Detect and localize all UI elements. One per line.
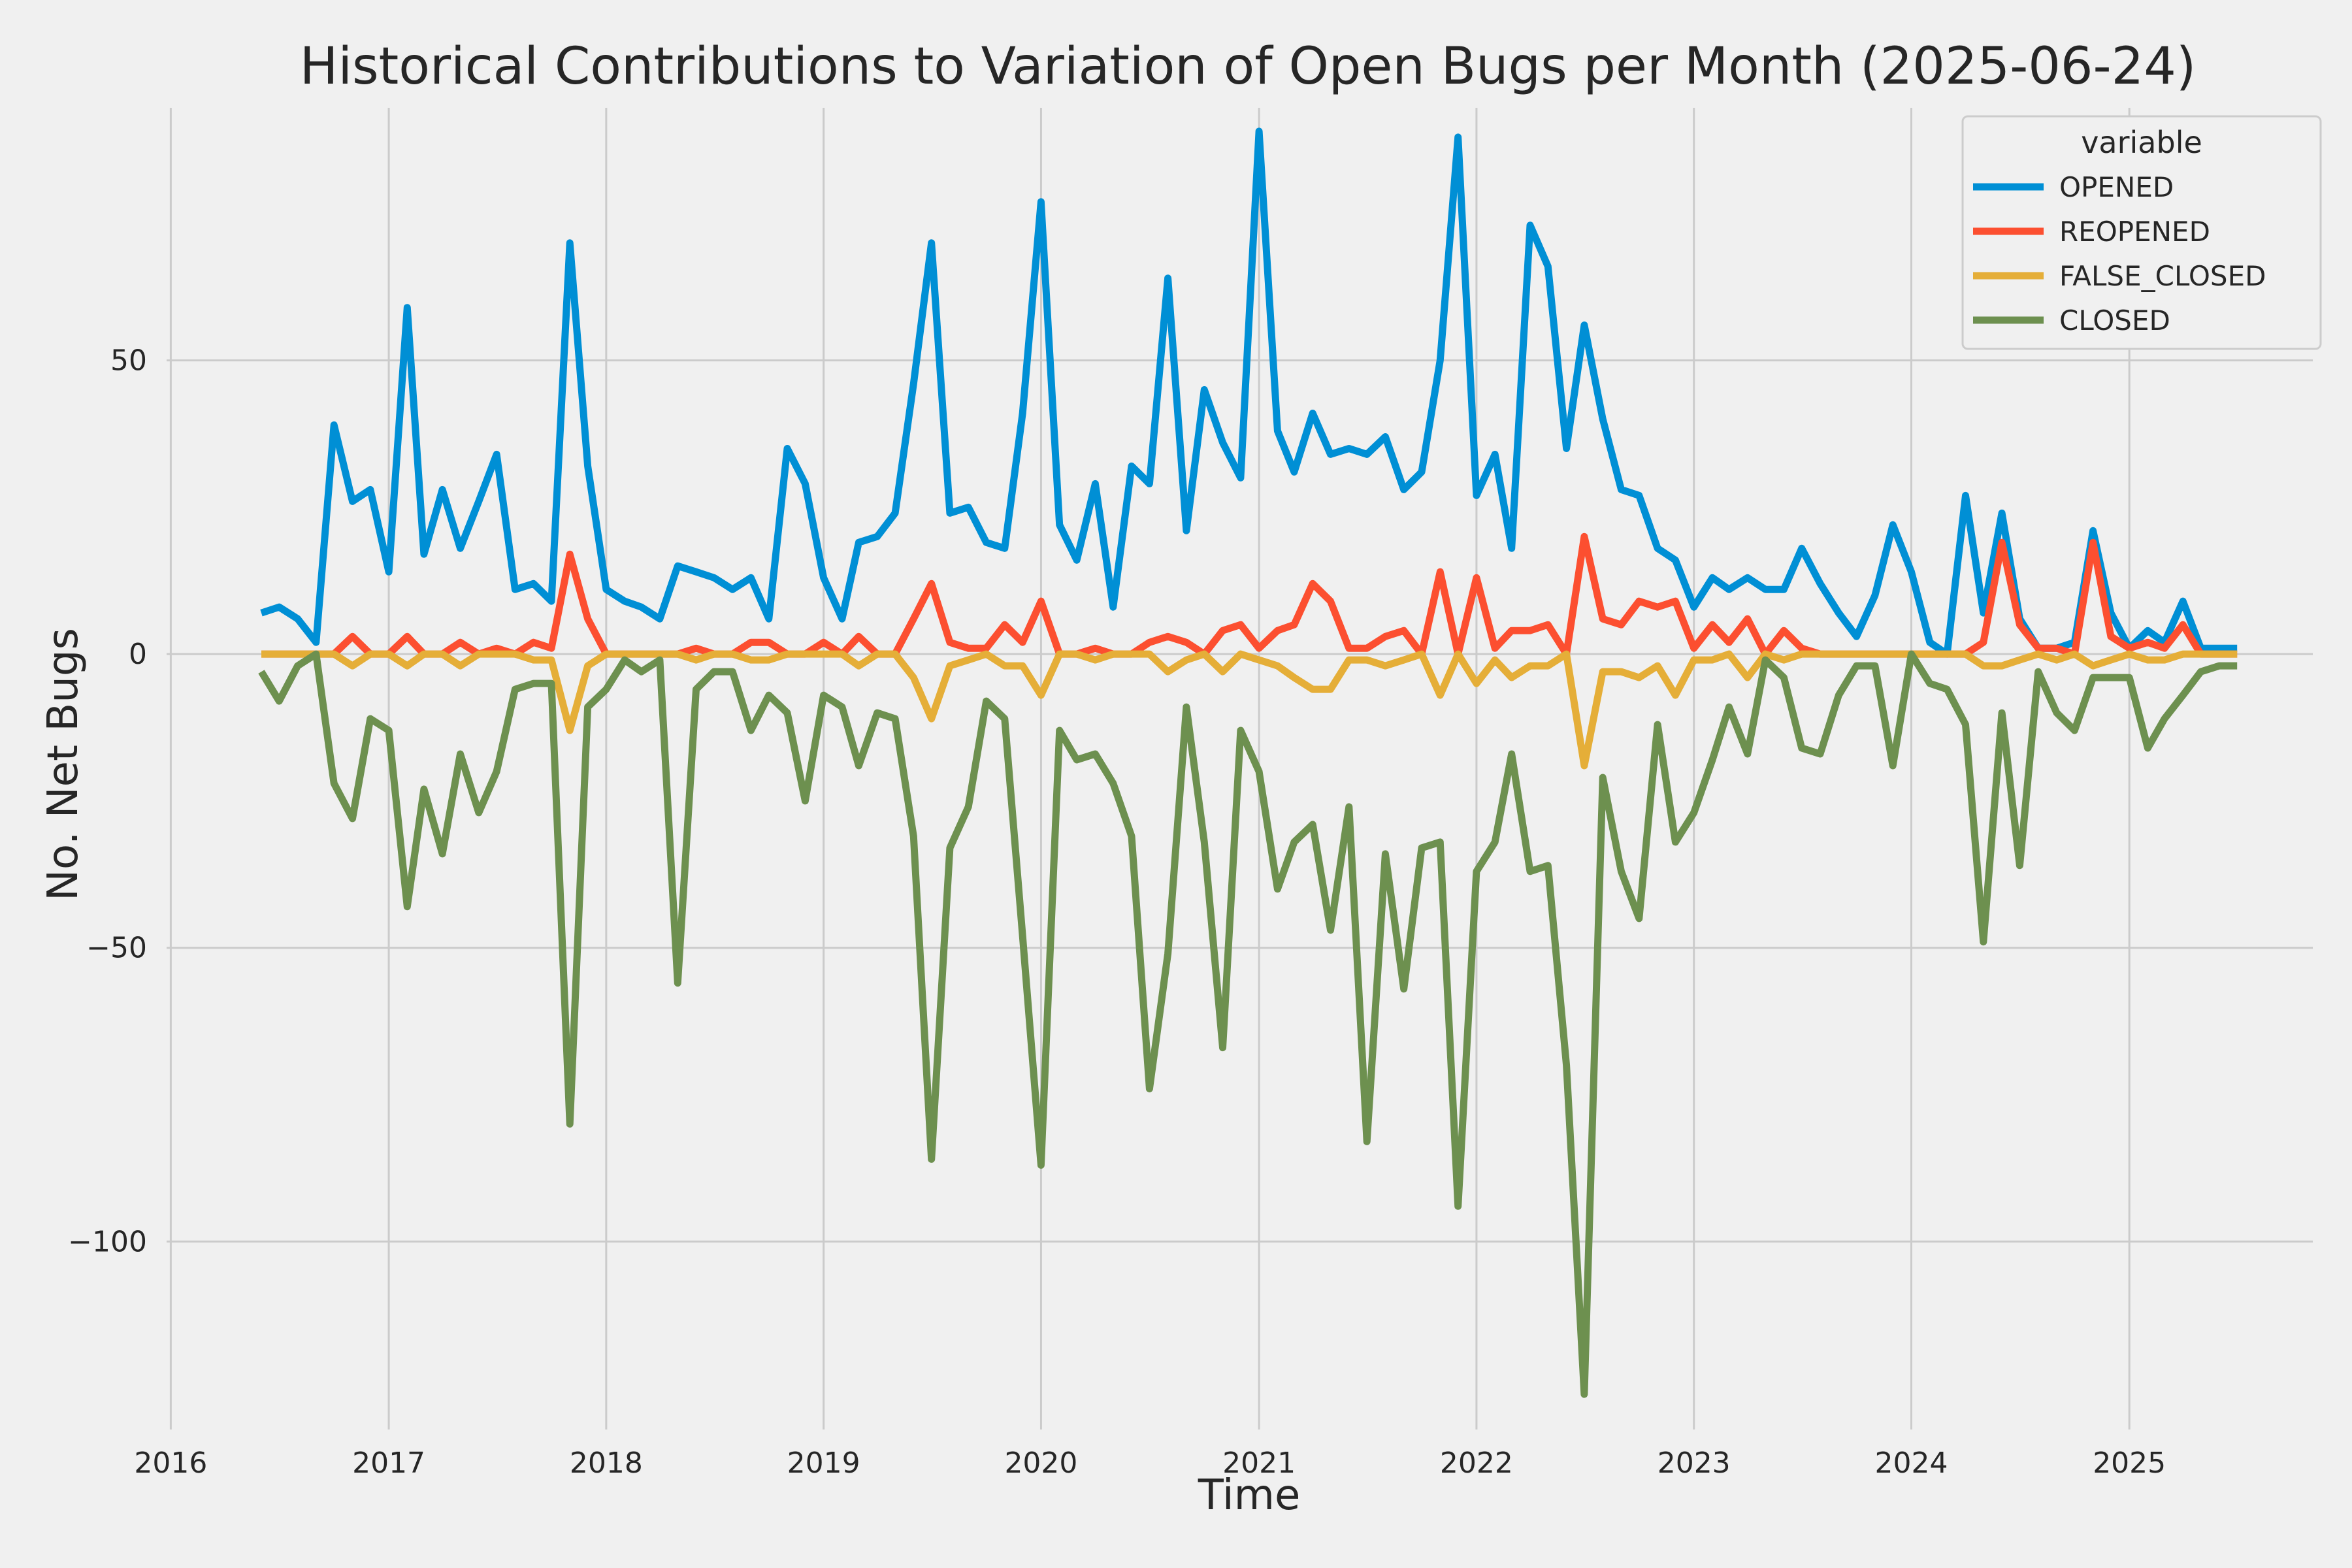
legend-label-false-closed: FALSE_CLOSED [2059, 260, 2266, 292]
x-tick-label: 2016 [134, 1446, 207, 1480]
y-axis-label: No. Net Bugs [39, 628, 88, 901]
series-line-closed [258, 650, 2238, 1398]
legend-title: variable [2081, 125, 2202, 160]
x-axis-label: Time [1198, 1471, 1301, 1520]
legend: variable OPENED REOPENED FALSE_CLOSED CLOSE… [1961, 115, 2322, 350]
x-tick-label: 2022 [1440, 1446, 1513, 1480]
x-tick-label: 2024 [1874, 1446, 1948, 1480]
series-line-opened [260, 127, 2238, 658]
x-tick-label: 2018 [570, 1446, 643, 1480]
legend-items: OPENED REOPENED FALSE_CLOSED CLOSED [1973, 171, 2266, 336]
y-tick-label: 50 [110, 344, 147, 378]
grid [167, 108, 2313, 1429]
x-tick-label: 2017 [352, 1446, 425, 1480]
x-tick-label: 2020 [1004, 1446, 1077, 1480]
legend-box [1961, 115, 2322, 350]
legend-label-closed: CLOSED [2059, 304, 2170, 336]
x-tick-label: 2025 [2093, 1446, 2166, 1480]
x-tick-label: 2021 [1222, 1446, 1296, 1480]
x-tick-label: 2023 [1658, 1446, 1731, 1480]
tick-labels: 2016 2017 2018 2019 2020 2021 2022 2023 2024 2025… [68, 344, 2166, 1480]
y-tick-label: 0 [129, 638, 147, 671]
x-tick-label: 2019 [787, 1446, 860, 1480]
y-tick-label: −50 [86, 932, 147, 965]
chart-title: Historical Contributions to Variation of… [300, 37, 2197, 96]
y-tick-label: −100 [68, 1225, 147, 1258]
series-lines [258, 127, 2238, 1398]
legend-label-reopened: REOPENED [2059, 216, 2210, 248]
legend-label-opened: OPENED [2059, 171, 2174, 203]
